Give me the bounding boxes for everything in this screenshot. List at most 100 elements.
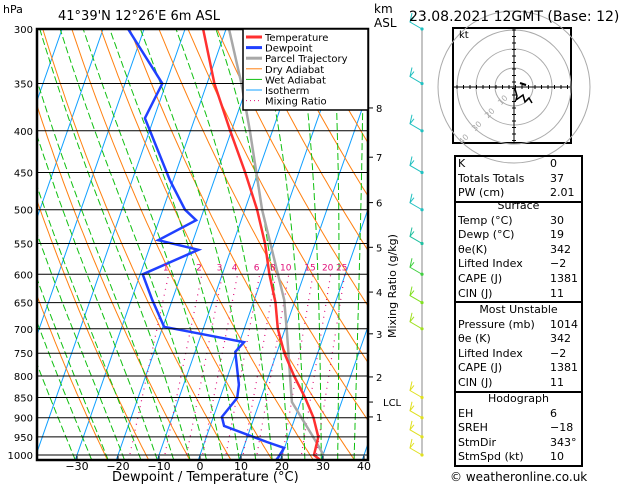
legend-label: Dry Adiabat <box>265 65 324 76</box>
index-value: 30 <box>550 213 564 227</box>
legend-label: Dewpoint <box>265 44 313 55</box>
wet-adiabat-line <box>353 29 364 460</box>
wet-adiabat-line <box>82 29 224 460</box>
index-row: StmDir 343° <box>456 436 581 451</box>
barb-feather <box>409 197 415 204</box>
mixing-ratio-label: 2 <box>196 263 202 273</box>
x-tick-label: 20 <box>275 460 289 473</box>
index-row: Lifted Index −2 <box>456 347 581 362</box>
barb-dot <box>420 327 424 331</box>
hodograph-ring-label: 30 <box>470 120 484 134</box>
pressure-tick-label: 500 <box>14 206 33 217</box>
plot-area <box>37 29 368 460</box>
hodograph-ring-label: 40 <box>457 133 471 147</box>
wind-barb <box>409 312 424 331</box>
height-label: 3 <box>376 330 382 341</box>
index-key: CAPE (J) <box>458 271 503 285</box>
index-row: PW (cm) 2.01 <box>456 186 581 201</box>
wet-adiabat-line <box>139 29 257 460</box>
height-label: 6 <box>376 199 382 210</box>
isotherm-line <box>37 29 145 337</box>
dry-adiabat-line <box>274 29 368 198</box>
index-value: 37 <box>550 171 564 185</box>
legend-label: Parcel Trajectory <box>265 54 348 65</box>
index-value: 10 <box>550 450 564 464</box>
barb-shaft <box>409 420 423 438</box>
index-row: Lifted Index −2 <box>456 257 581 272</box>
index-value: 0 <box>550 157 557 170</box>
index-value: 342 <box>550 242 571 256</box>
legend-label: Isotherm <box>265 86 309 97</box>
surface-table: Surface Temp (°C) 30 Dewp (°C) 19 θe(K) 342 Lif… <box>454 199 583 304</box>
index-key: Totals Totals <box>458 171 525 185</box>
wet-adiabat-line <box>37 78 175 460</box>
wind-barb <box>409 193 424 212</box>
x-tick-label: 40 <box>357 460 371 473</box>
mixing-ratio-label: 25 <box>336 263 347 273</box>
dry-adiabat-line <box>37 103 191 460</box>
index-key: CAPE (J) <box>458 361 503 375</box>
isotherm-line <box>74 29 227 460</box>
barb-shaft <box>409 438 423 456</box>
wet-adiabat-line <box>37 232 125 460</box>
index-value: −2 <box>550 257 567 271</box>
height-label: 2 <box>376 373 382 384</box>
dry-adiabat-line <box>71 29 273 460</box>
pressure-tick-label: 300 <box>14 25 33 36</box>
index-row: CIN (J) 11 <box>456 287 581 302</box>
legend-label: Wet Adiabat <box>265 75 326 86</box>
legend-label: Temperature <box>264 33 328 44</box>
wind-barb <box>409 438 424 457</box>
index-value: −18 <box>550 421 574 435</box>
height-label: 8 <box>376 104 382 115</box>
wind-barb <box>409 258 424 276</box>
index-key: PW (cm) <box>458 186 505 200</box>
barb-dot <box>420 129 424 133</box>
hodograph-ring <box>437 10 591 164</box>
index-value: 343° <box>550 435 577 449</box>
wet-adiabat-line <box>257 29 306 460</box>
barb-dot <box>420 170 424 175</box>
most-unstable-table: Most Unstable Pressure (mb) 1014 θe (K) 342 L… <box>454 303 583 393</box>
barb-dot <box>420 241 424 246</box>
barb-dot <box>420 27 424 31</box>
wind-barb <box>409 381 424 400</box>
index-row: CAPE (J) 1381 <box>456 272 581 287</box>
dry-adiabat-line <box>37 294 108 460</box>
km-label: km <box>374 2 393 16</box>
pressure-tick-label: 450 <box>14 168 33 179</box>
wet-adiabat-line <box>37 277 109 460</box>
index-row: CAPE (J) 1381 <box>456 361 581 376</box>
barb-dot <box>420 416 424 420</box>
temperature-line <box>201 29 321 460</box>
pressure-tick-label: 850 <box>14 393 33 404</box>
barb-shaft <box>409 258 423 275</box>
x-tick-label: 30 <box>316 460 330 473</box>
wet-adiabat-line <box>37 133 158 460</box>
barb-feather <box>409 290 415 296</box>
index-value: 1381 <box>550 271 578 285</box>
barb-dot <box>420 81 424 86</box>
hodograph-trace-upper <box>519 82 527 86</box>
barb-feather <box>409 261 415 268</box>
pressure-tick-label: 550 <box>14 239 33 250</box>
location-title: 41°39'N 12°26'E 6m ASL <box>58 9 220 24</box>
legend-label: Mixing Ratio <box>265 97 327 108</box>
index-row: Totals Totals 37 <box>456 172 581 187</box>
index-row: θe (K) 342 <box>456 332 581 347</box>
mixing-ratio-label: 20 <box>322 263 334 273</box>
index-row: EH 6 <box>456 407 581 422</box>
pressure-tick-label: 1000 <box>8 451 33 462</box>
mixing-ratio-label: 3 <box>217 263 223 273</box>
barb-dot <box>420 435 424 439</box>
index-key: EH <box>458 406 474 420</box>
x-tick-label: −20 <box>106 460 129 473</box>
barb-feather <box>409 118 415 125</box>
barb-shaft <box>409 381 423 398</box>
height-label: 1 <box>376 413 382 424</box>
isotherm-line <box>279 207 368 460</box>
barb-dot <box>420 272 424 276</box>
index-row: Temp (°C) 30 <box>456 214 581 229</box>
